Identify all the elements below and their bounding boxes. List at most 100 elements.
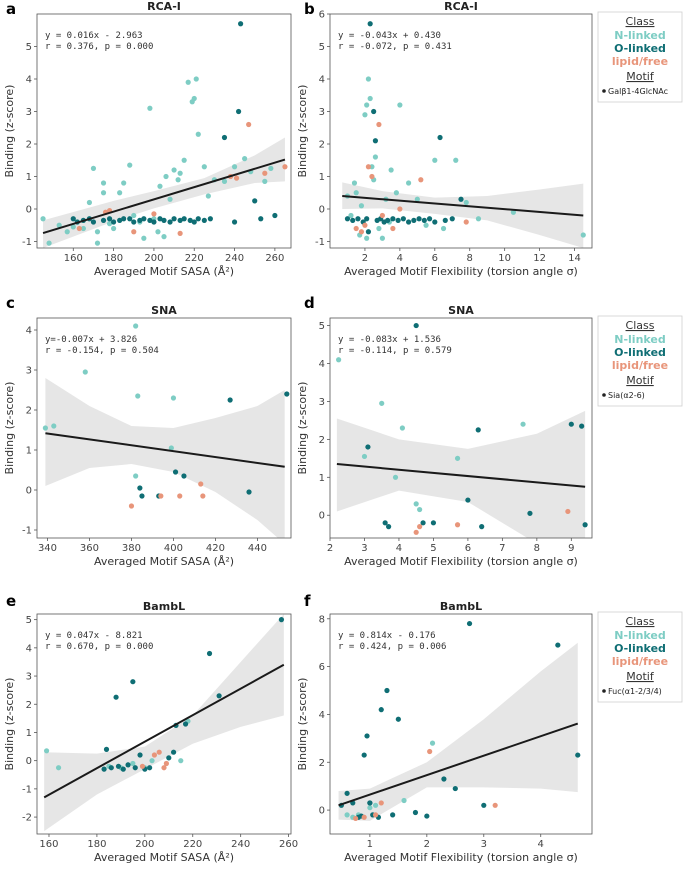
n-linked-point xyxy=(133,473,139,479)
legend-motif-marker xyxy=(602,393,606,397)
n-linked-point xyxy=(392,474,399,480)
o-linked-point xyxy=(151,219,157,225)
regression-stats: y = 0.016x - 2.963 xyxy=(45,31,143,41)
n-linked-point xyxy=(100,180,107,186)
o-linked-point xyxy=(420,520,426,526)
o-linked-point xyxy=(171,216,177,222)
x-axis-label: Averaged Motif Flexibility (torsion angl… xyxy=(344,265,578,278)
plot-area xyxy=(336,322,588,538)
y-tick-label: 1 xyxy=(319,172,325,183)
plot-area xyxy=(42,323,290,538)
lipid-free-point xyxy=(379,212,385,219)
o-linked-point xyxy=(458,196,464,202)
o-linked-point xyxy=(465,497,471,503)
o-linked-point xyxy=(384,687,390,694)
o-linked-point xyxy=(441,776,447,782)
x-tick-label: 400 xyxy=(164,543,183,554)
o-linked-point xyxy=(181,473,187,479)
x-tick-label: 380 xyxy=(122,543,141,554)
x-tick-label: 14 xyxy=(568,253,581,264)
y-axis-label: Binding (z-score) xyxy=(296,382,309,475)
x-tick-label: 200 xyxy=(135,839,154,850)
lipid-free-point xyxy=(151,752,158,758)
o-linked-point xyxy=(167,219,173,225)
panel-letter-d: d xyxy=(304,294,315,312)
legend-o-linked: O-linked xyxy=(614,42,666,55)
n-linked-point xyxy=(195,131,201,137)
regression-line xyxy=(43,663,285,799)
legend-o-linked: O-linked xyxy=(614,642,666,655)
regression-stats: y = -0.043x + 0.430 xyxy=(338,31,441,41)
n-linked-point xyxy=(580,232,586,238)
o-linked-point xyxy=(364,216,370,222)
n-linked-point xyxy=(242,156,248,162)
o-linked-point xyxy=(137,217,143,223)
legend-n-linked: N-linked xyxy=(614,333,666,346)
n-linked-point xyxy=(388,167,394,173)
regression-stats: r = -0.114, p = 0.579 xyxy=(338,346,452,356)
o-linked-point xyxy=(182,721,189,727)
o-linked-point xyxy=(131,219,137,225)
lipid-free-point xyxy=(372,812,379,818)
n-linked-point xyxy=(94,229,101,235)
legend-motif-label: Galβ1-4GlcNAc xyxy=(608,87,668,96)
confidence-band xyxy=(342,182,584,248)
lipid-free-point xyxy=(463,219,469,225)
o-linked-point xyxy=(424,813,430,819)
legend-class-title: Class xyxy=(626,319,655,332)
y-tick-label: -1 xyxy=(22,526,32,537)
n-linked-point xyxy=(133,323,139,329)
o-linked-point xyxy=(344,216,351,222)
legend-motif-marker xyxy=(602,89,606,93)
x-axis-label: Averaged Motif SASA (Å²) xyxy=(94,851,234,864)
o-linked-point xyxy=(187,217,193,223)
lipid-free-point xyxy=(492,802,498,808)
n-linked-point xyxy=(413,501,419,507)
n-linked-point xyxy=(94,240,101,246)
y-tick-label: 4 xyxy=(26,326,32,337)
n-linked-point xyxy=(365,76,372,82)
legend-n-linked: N-linked xyxy=(614,629,666,642)
n-linked-point xyxy=(353,190,359,196)
o-linked-point xyxy=(181,216,187,222)
n-linked-point xyxy=(221,178,228,184)
panel-a: a RCA-I 160 180 200 220 240 260 -1 0 1 2 3 4 5 Averaged… xyxy=(3,0,292,278)
plot-area xyxy=(342,21,586,248)
x-tick-label: 220 xyxy=(185,253,204,264)
o-linked-point xyxy=(121,216,127,222)
y-tick-label: 1 xyxy=(319,473,325,484)
panel-letter-b: b xyxy=(304,0,315,18)
legend-motif-title: Motif xyxy=(626,670,655,683)
o-linked-point xyxy=(106,216,113,222)
regression-stats: y = 0.047x - 8.821 xyxy=(45,631,143,641)
o-linked-point xyxy=(137,485,143,491)
x-tick-label: 420 xyxy=(206,543,225,554)
y-tick-label: 1 xyxy=(26,172,32,183)
o-linked-point xyxy=(137,752,143,758)
o-linked-point xyxy=(246,489,252,495)
o-linked-point xyxy=(201,217,207,223)
y-tick-label: 4 xyxy=(319,359,325,370)
o-linked-point xyxy=(365,229,372,235)
o-linked-point xyxy=(141,216,147,222)
o-linked-point xyxy=(111,219,117,225)
x-tick-label: 6 xyxy=(432,253,438,264)
regression-line xyxy=(342,195,584,217)
o-linked-point xyxy=(575,752,581,758)
x-tick-label: 5 xyxy=(430,543,436,554)
y-tick-label: 1 xyxy=(26,446,32,457)
n-linked-point xyxy=(178,758,184,764)
n-linked-point xyxy=(520,421,526,427)
lipid-free-point xyxy=(163,760,169,767)
n-linked-point xyxy=(130,760,136,767)
o-linked-point xyxy=(206,650,213,657)
panel-c: c SNA 340 360 380 400 420 440 -1 0 1 2 3 4 Averaged Mo… xyxy=(3,294,292,568)
chart-title: RCA-I xyxy=(444,0,478,13)
o-linked-point xyxy=(555,642,561,648)
o-linked-point xyxy=(372,138,379,144)
panel-letter-f: f xyxy=(304,592,311,610)
x-tick-label: 3 xyxy=(361,543,367,554)
